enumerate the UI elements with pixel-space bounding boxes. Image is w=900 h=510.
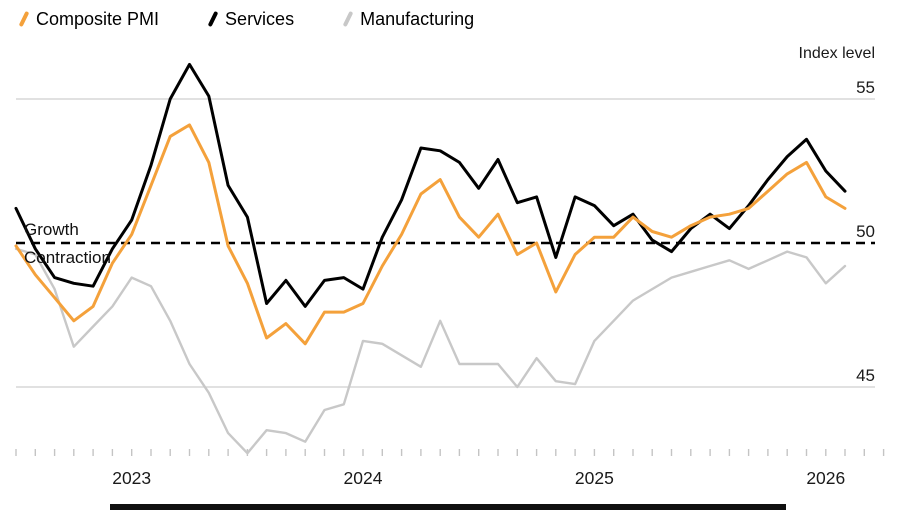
legend-item-services[interactable]: Services <box>207 9 295 29</box>
legend-item-composite[interactable]: Composite PMI <box>18 9 160 29</box>
legend-label-composite: Composite PMI <box>36 9 160 29</box>
x-year-label: 2026 <box>806 468 845 488</box>
manufacturing-line-marker-icon <box>342 10 354 28</box>
y-tick-label: 50 <box>856 222 875 241</box>
chart-legend: Composite PMI Services Manufacturing <box>18 9 475 29</box>
services-line <box>14 62 847 308</box>
y-tick-label: 45 <box>856 366 875 385</box>
growth-label: Growth <box>24 220 79 239</box>
x-year-label: 2024 <box>344 468 383 488</box>
legend-label-services: Services <box>225 9 295 29</box>
manufacturing-line <box>14 247 847 455</box>
services-line-marker-icon <box>207 10 219 28</box>
y-tick-label: 55 <box>856 78 875 97</box>
x-year-label: 2023 <box>112 468 151 488</box>
bottom-scrubber-bar <box>110 504 786 510</box>
contraction-label: Contraction <box>24 248 111 267</box>
legend-item-manufacturing[interactable]: Manufacturing <box>342 9 475 29</box>
legend-label-manufacturing: Manufacturing <box>360 9 475 29</box>
y-axis-title: Index level <box>798 45 876 62</box>
composite-pmi-line <box>14 123 847 346</box>
x-year-label: 2025 <box>575 468 614 488</box>
